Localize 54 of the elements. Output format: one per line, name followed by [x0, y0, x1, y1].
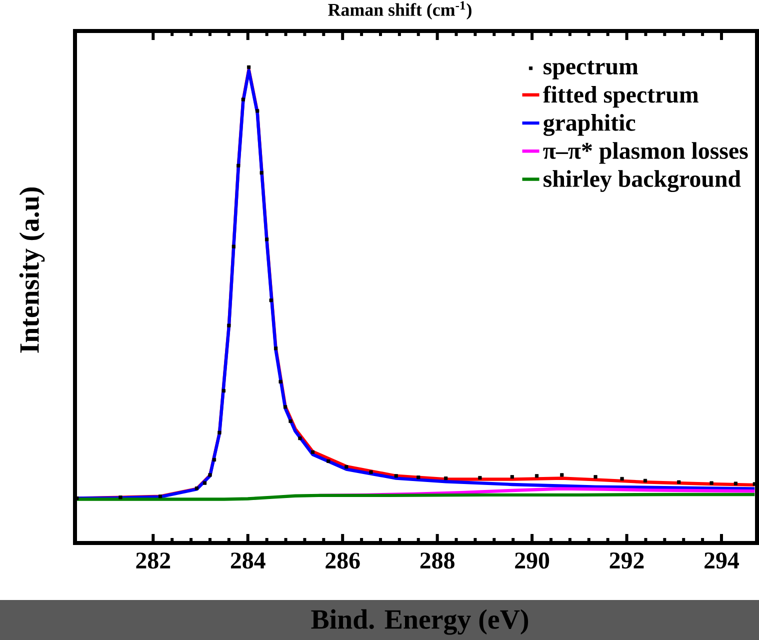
point — [369, 470, 373, 474]
point — [208, 473, 212, 477]
legend-label: spectrum — [544, 60, 638, 80]
x-tick-label: 286 — [326, 552, 360, 569]
point — [416, 476, 420, 480]
x-tick-label: 290 — [515, 552, 550, 569]
point — [288, 419, 292, 423]
point — [265, 238, 269, 242]
point — [643, 478, 648, 482]
x-tick-label: 292 — [610, 552, 644, 569]
point — [594, 475, 598, 479]
point — [212, 458, 216, 462]
y-axis-title: Intensity (a.u) — [19, 188, 45, 353]
point — [310, 450, 315, 454]
point — [344, 465, 348, 469]
point — [534, 474, 539, 478]
point — [283, 405, 288, 409]
point — [444, 476, 448, 480]
point — [236, 164, 240, 168]
point — [227, 324, 231, 328]
point — [560, 473, 564, 477]
point — [260, 170, 264, 175]
x-axis-title: Bind. Energy (eV) — [311, 609, 528, 635]
x-tick-label: 288 — [420, 552, 454, 569]
point — [222, 388, 226, 393]
point — [247, 65, 251, 69]
point — [241, 98, 245, 102]
point — [118, 496, 122, 500]
point — [734, 482, 738, 486]
point — [710, 481, 714, 485]
legend-label: shirley background — [544, 170, 741, 192]
point — [158, 494, 162, 498]
x-tick-label: 284 — [230, 552, 266, 569]
legend-label: graphitic — [543, 114, 636, 136]
point — [394, 474, 398, 478]
point — [620, 476, 624, 481]
point — [677, 480, 681, 484]
point — [510, 475, 514, 479]
x-tick-label: 282 — [136, 552, 170, 569]
point — [269, 298, 273, 302]
text: Raman shift (cm$^{-1}$) — [328, 1, 472, 20]
point — [298, 436, 302, 440]
point — [274, 346, 278, 350]
point — [478, 476, 482, 480]
point — [218, 430, 222, 434]
point — [232, 244, 236, 248]
point — [202, 481, 207, 485]
x-tick-label: 294 — [704, 552, 739, 569]
point — [326, 459, 330, 463]
point — [278, 380, 282, 384]
point — [194, 486, 199, 490]
legend-label: fitted spectrum — [543, 86, 698, 108]
point — [256, 109, 260, 113]
legend-label: π–π* plasmon losses — [543, 142, 748, 164]
